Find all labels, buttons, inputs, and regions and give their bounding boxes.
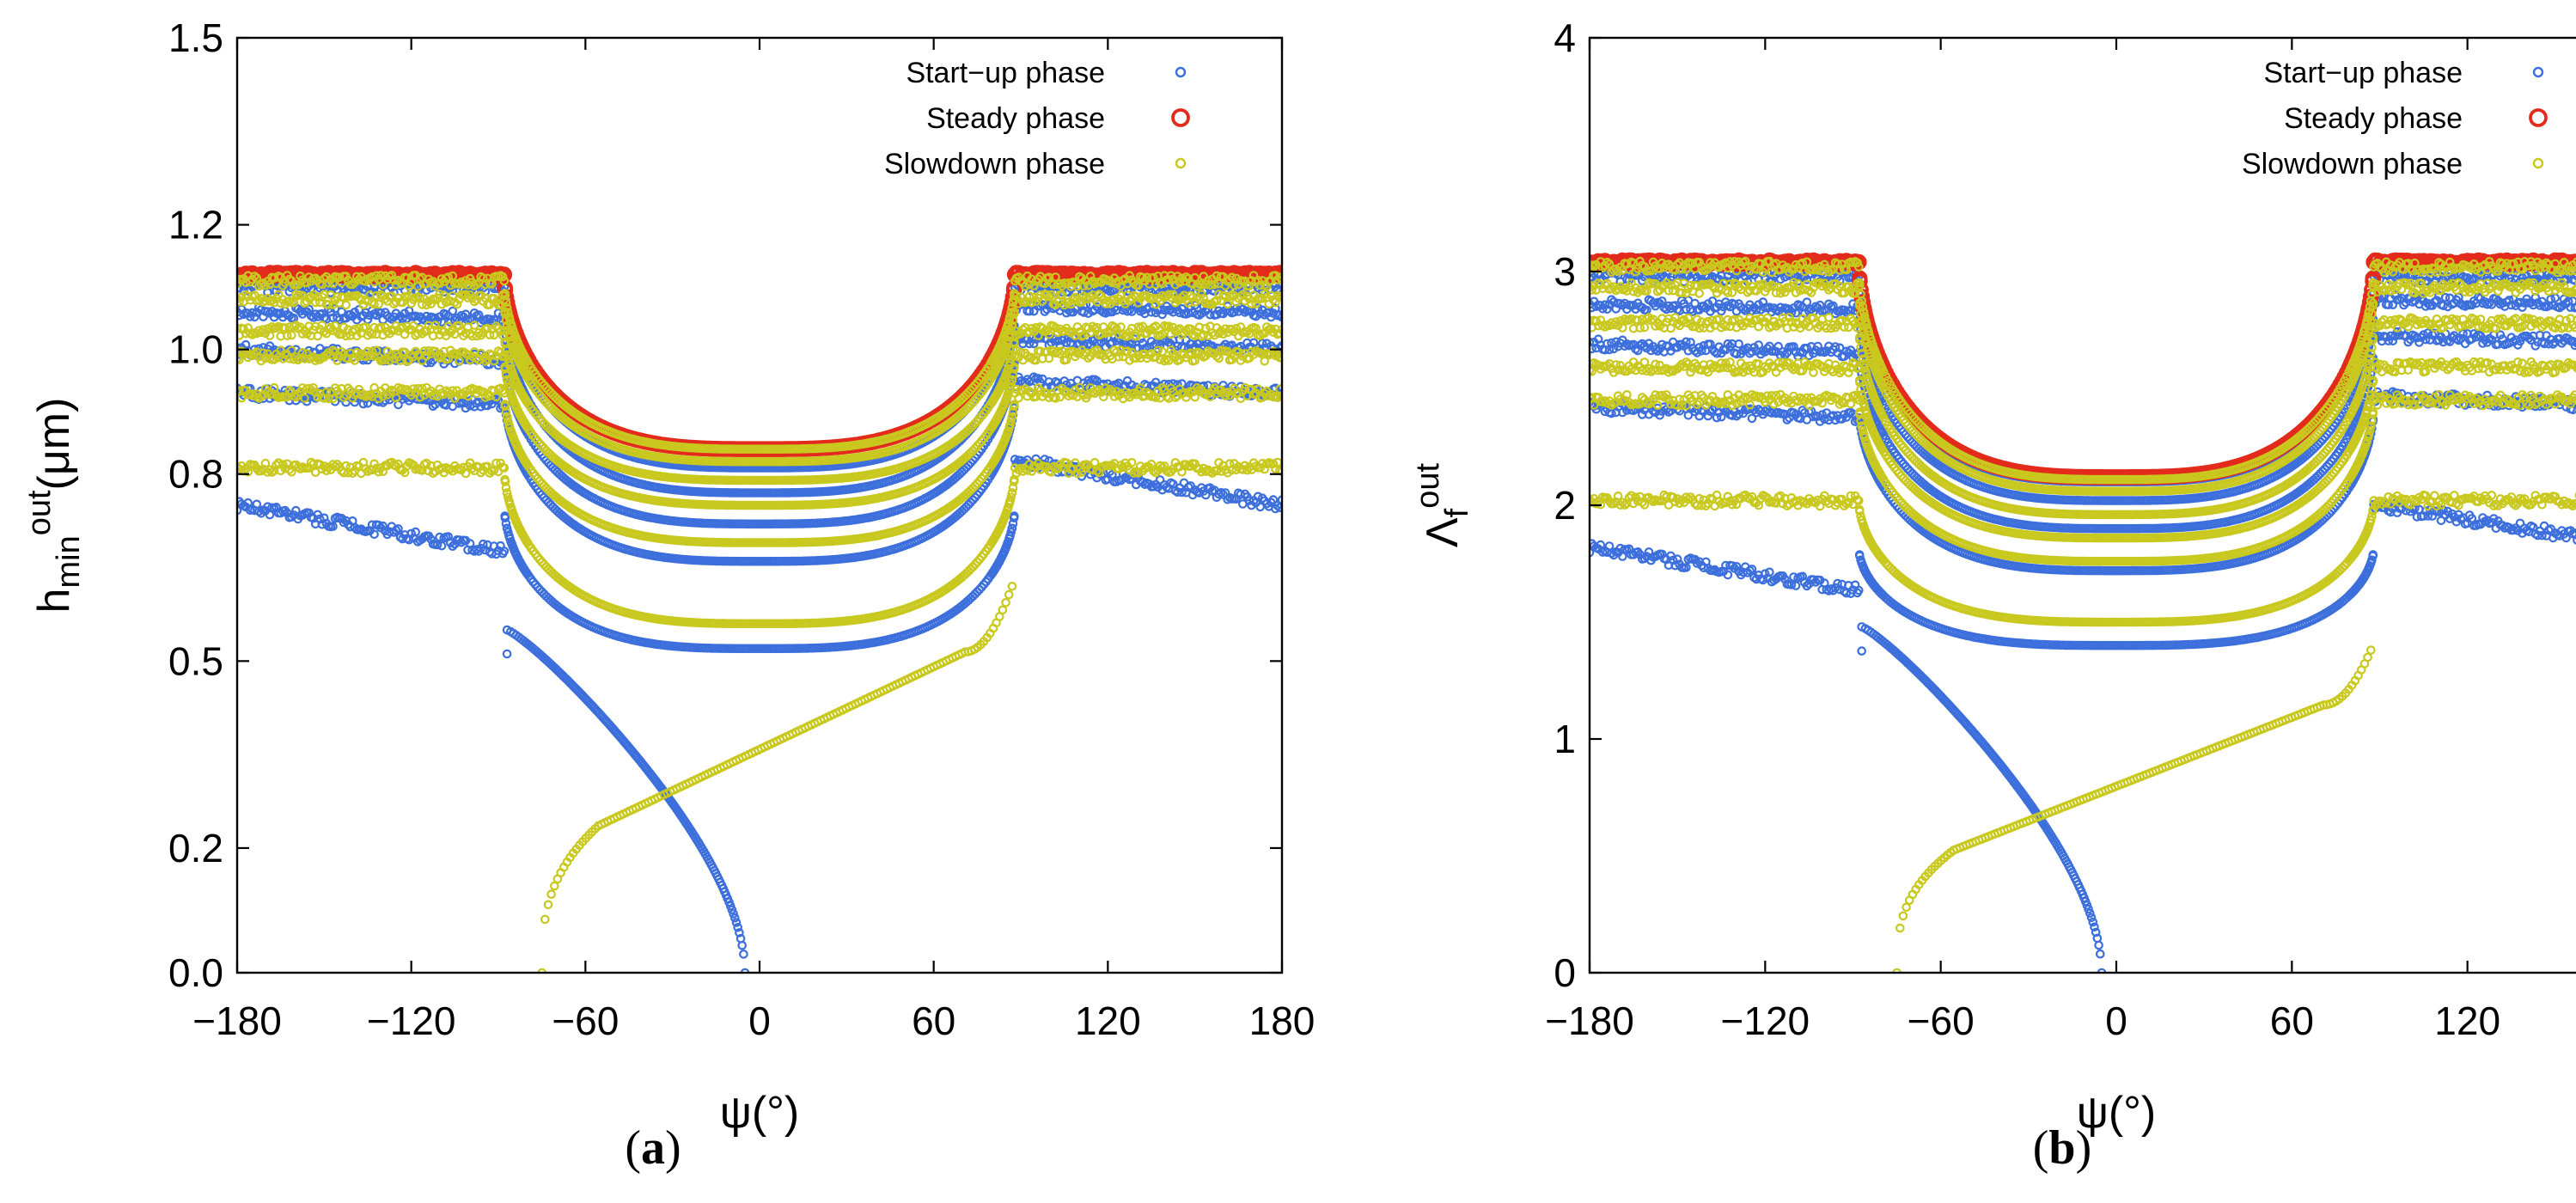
- data-point: [319, 461, 329, 471]
- data-point: [729, 913, 740, 923]
- data-point: [1216, 487, 1226, 498]
- data-point: [328, 522, 338, 531]
- data-point: [259, 312, 268, 321]
- data-point: [966, 498, 975, 507]
- data-point: [740, 968, 750, 973]
- data-point: [314, 460, 325, 469]
- data-point: [426, 534, 436, 544]
- data-point: [432, 540, 443, 550]
- data-point: [1253, 492, 1263, 502]
- data-point: [314, 514, 325, 524]
- data-point: [729, 909, 738, 919]
- plot-area: [237, 265, 1282, 973]
- data-point: [480, 545, 491, 555]
- data-point: [463, 396, 473, 406]
- data-point: [428, 401, 438, 412]
- data-point: [737, 941, 747, 950]
- data-point: [1175, 483, 1185, 493]
- data-point: [1155, 475, 1165, 485]
- data-point: [540, 914, 550, 925]
- data-point: [273, 458, 284, 467]
- data-point: [502, 523, 512, 534]
- data-point: [1277, 384, 1282, 394]
- data-point: [448, 541, 458, 551]
- data-point: [1004, 589, 1014, 600]
- data-point: [473, 310, 484, 320]
- data-point: [1007, 523, 1017, 534]
- data-point: [1277, 280, 1282, 290]
- data-point: [1277, 312, 1282, 322]
- data-point: [1257, 339, 1267, 348]
- data-point: [398, 314, 407, 323]
- data-point: [456, 537, 467, 547]
- data-point: [1179, 343, 1189, 353]
- series-slowdown-phase: [237, 271, 1282, 973]
- data-point: [260, 458, 271, 468]
- data-point: [1029, 339, 1039, 349]
- data-point: [1008, 519, 1018, 528]
- data-point: [448, 306, 458, 316]
- data-point: [406, 528, 416, 539]
- data-point: [1248, 338, 1259, 348]
- data-point: [1177, 303, 1187, 314]
- data-point: [1149, 481, 1158, 492]
- data-point: [499, 547, 510, 556]
- data-point: [1084, 308, 1093, 318]
- data-point: [501, 519, 511, 528]
- data-point: [735, 928, 744, 937]
- data-point: [1040, 307, 1050, 316]
- data-point: [502, 649, 512, 659]
- data-point: [733, 923, 742, 932]
- data-point: [1164, 338, 1174, 347]
- data-point: [546, 889, 556, 899]
- data-point: [1007, 581, 1017, 591]
- data-point: [249, 312, 259, 322]
- data-point: [1108, 338, 1117, 347]
- data-point: [1024, 339, 1035, 349]
- data-point: [1268, 495, 1279, 504]
- data-point: [1177, 487, 1187, 498]
- data-point: [739, 950, 748, 959]
- data-point: [727, 905, 737, 914]
- data-point: [304, 508, 314, 518]
- data-point: [1264, 308, 1274, 317]
- data-point: [1275, 310, 1282, 320]
- data-point: [369, 459, 379, 469]
- data-point: [428, 468, 438, 478]
- data-point: [369, 529, 379, 540]
- data-point: [1001, 597, 1010, 608]
- data-point: [549, 881, 559, 891]
- data-point: [543, 900, 553, 910]
- data-point: [1277, 495, 1282, 504]
- data-point: [237, 462, 242, 472]
- data-point: [1079, 308, 1089, 317]
- data-point: [537, 968, 546, 973]
- data-point: [1099, 283, 1108, 292]
- data-point: [330, 461, 340, 472]
- data-point: [503, 527, 513, 537]
- data-point: [731, 918, 742, 927]
- data-point: [1010, 455, 1020, 464]
- data-point: [436, 540, 447, 551]
- data-point: [291, 505, 301, 516]
- data-point: [394, 524, 403, 534]
- data-point: [1273, 266, 1282, 284]
- data-point: [1275, 503, 1282, 512]
- data-point: [1006, 527, 1016, 537]
- data-point: [1155, 305, 1165, 314]
- data-point: [1029, 306, 1039, 316]
- data-point: [500, 513, 510, 522]
- data-point: [1009, 513, 1019, 522]
- data-point: [378, 521, 388, 531]
- data-point: [491, 458, 501, 468]
- data-point: [998, 605, 1008, 615]
- data-point: [1277, 341, 1282, 351]
- data-point: [280, 463, 290, 473]
- data-point: [411, 527, 420, 537]
- chart-panel-a: −180 −120 −60 0 60 120 1800.00.20.50.81.01.21.…: [21, 15, 1315, 1175]
- data-point: [237, 505, 242, 516]
